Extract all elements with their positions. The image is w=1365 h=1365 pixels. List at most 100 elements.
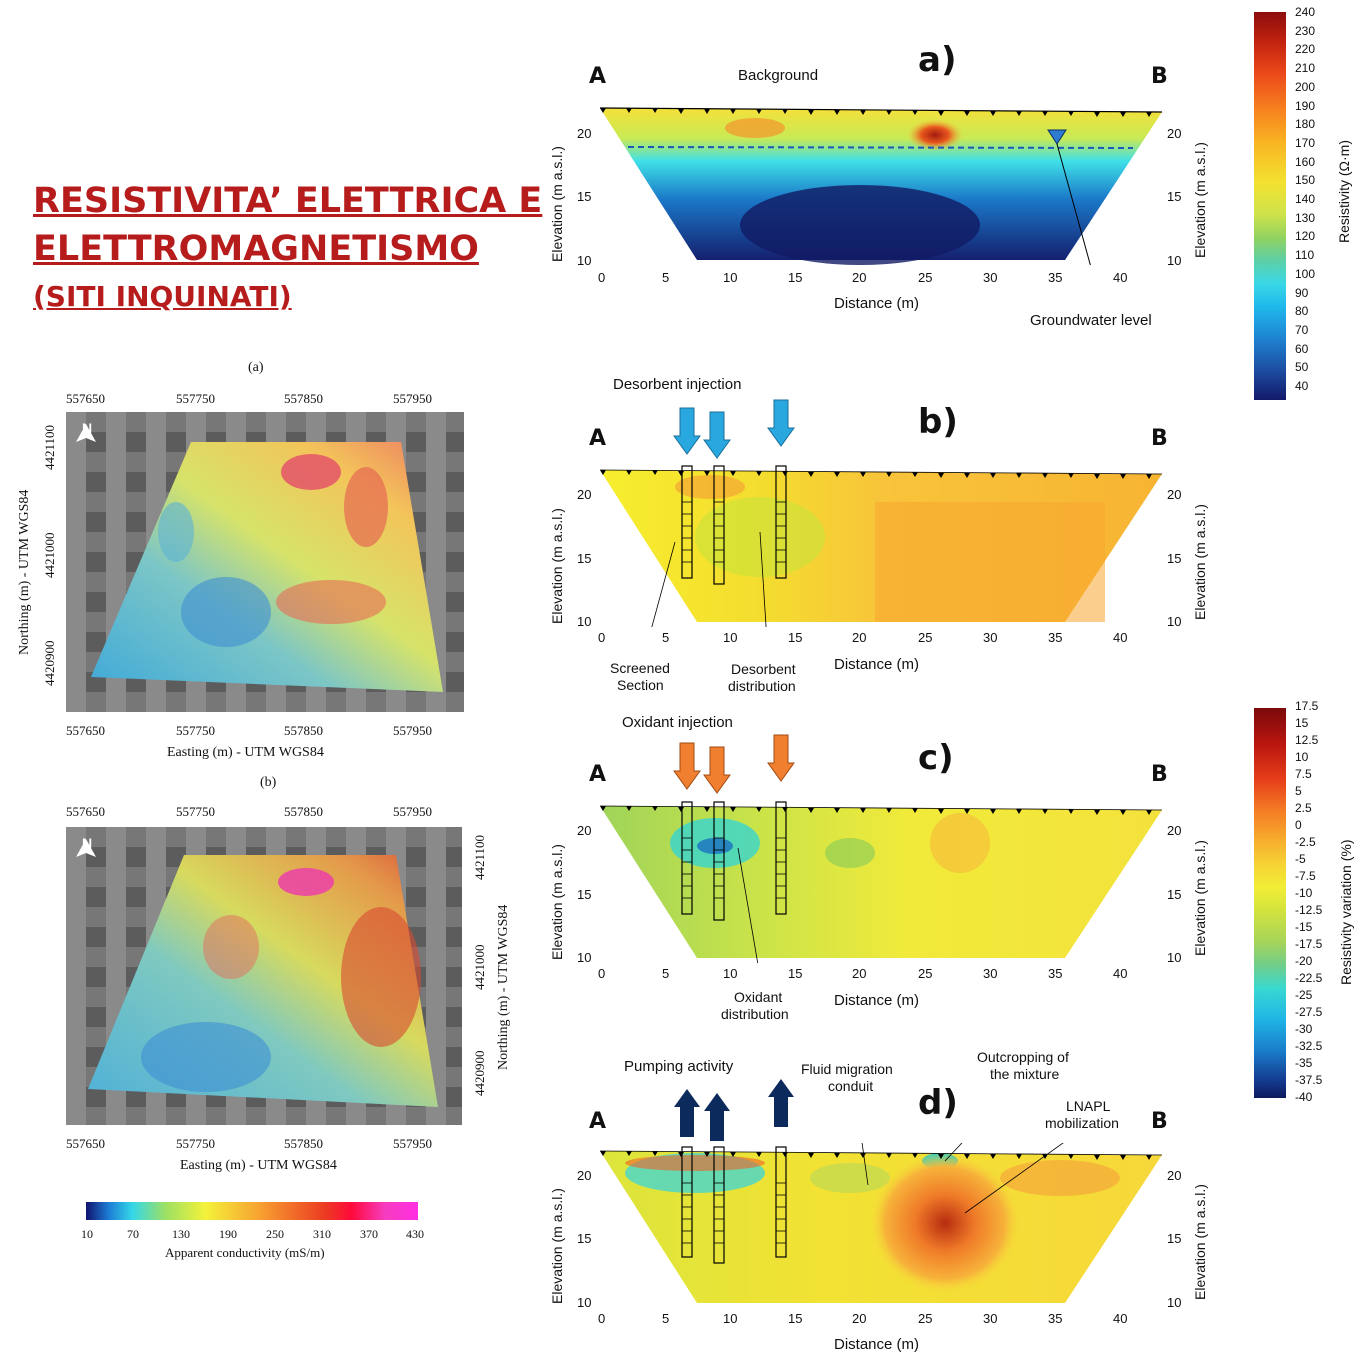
panel-c-section bbox=[600, 801, 1163, 963]
variation-tick: 2.5 bbox=[1295, 801, 1312, 815]
panel-d-letter: d) bbox=[918, 1083, 958, 1123]
map-b-image bbox=[66, 827, 462, 1125]
page-title-line2: ELETTROMAGNETISMO bbox=[33, 229, 479, 269]
resistivity-tick: 160 bbox=[1295, 154, 1316, 169]
panel-d-ytick-10r: 10 bbox=[1167, 1295, 1182, 1310]
panel-b-ylabel-left: Elevation (m a.s.l.) bbox=[549, 508, 565, 624]
variation-tick: -17.5 bbox=[1295, 937, 1323, 951]
resistivity-tick: 220 bbox=[1295, 42, 1316, 57]
map-a-ylabel: Northing (m) - UTM WGS84 bbox=[17, 489, 32, 655]
map-b-top-tick-4: 557950 bbox=[393, 804, 432, 819]
variation-tick: -30 bbox=[1295, 1022, 1313, 1036]
map-a-top-tick-3: 557850 bbox=[284, 391, 323, 406]
down-arrow-icon bbox=[703, 411, 731, 459]
panel-b-ytick-15r: 15 bbox=[1167, 551, 1182, 566]
x-tick: 10 bbox=[723, 630, 738, 645]
conductivity-colorbar bbox=[86, 1202, 418, 1220]
panel-b-ann-desorbent-2: distribution bbox=[728, 678, 796, 694]
panel-a-ylabel-right: Elevation (m a.s.l.) bbox=[1192, 142, 1208, 258]
down-arrow-icon bbox=[767, 734, 795, 782]
variation-tick: 12.5 bbox=[1295, 733, 1319, 747]
panel-c-ylabel-left: Elevation (m a.s.l.) bbox=[549, 844, 565, 960]
map-a-left-tick-2: 4421000 bbox=[42, 532, 57, 579]
x-tick: 25 bbox=[918, 630, 933, 645]
resistivity-tick: 130 bbox=[1295, 210, 1316, 225]
variation-tick: -5 bbox=[1295, 852, 1306, 866]
panel-b-ylabel-right: Elevation (m a.s.l.) bbox=[1192, 504, 1208, 620]
panel-d-ylabel-right: Elevation (m a.s.l.) bbox=[1192, 1184, 1208, 1300]
panel-b-ytick-20r: 20 bbox=[1167, 487, 1182, 502]
panel-a-caption: Background bbox=[738, 67, 819, 84]
panel-c-B: B bbox=[1151, 762, 1168, 787]
conductivity-colorbar-label: Apparent conductivity (mS/m) bbox=[165, 1245, 325, 1260]
map-a-image bbox=[66, 412, 464, 712]
map-a-left-tick-1: 4421100 bbox=[42, 424, 57, 470]
conductivity-tick-7: 370 bbox=[360, 1227, 378, 1241]
x-tick: 0 bbox=[598, 1311, 606, 1326]
x-tick: 25 bbox=[918, 270, 933, 285]
variation-tick: -22.5 bbox=[1295, 971, 1323, 985]
panel-c-caption: Oxidant injection bbox=[622, 714, 733, 731]
x-tick: 30 bbox=[983, 966, 998, 981]
panel-d-ytick-20: 20 bbox=[577, 1168, 592, 1183]
pumping-arrows bbox=[674, 1079, 794, 1141]
x-tick: 15 bbox=[788, 270, 803, 285]
resistivity-tick: 100 bbox=[1295, 266, 1316, 281]
panel-b-ann-desorbent-1: Desorbent bbox=[731, 661, 796, 677]
panel-d-ytick-10: 10 bbox=[577, 1295, 592, 1310]
variation-tick: -15 bbox=[1295, 920, 1313, 934]
resistivity-tick: 50 bbox=[1295, 360, 1309, 375]
conductivity-tick-5: 250 bbox=[266, 1227, 284, 1241]
resistivity-tick: 150 bbox=[1295, 173, 1316, 188]
map-a-label: (a) bbox=[248, 360, 264, 375]
panel-c-ytick-20r: 20 bbox=[1167, 823, 1182, 838]
map-b-label: (b) bbox=[260, 775, 277, 790]
panel-a-B: B bbox=[1151, 64, 1168, 89]
map-b-top-tick-2: 557750 bbox=[176, 804, 215, 819]
panel-b-ytick-10r: 10 bbox=[1167, 614, 1182, 629]
panel-b-letter: b) bbox=[918, 402, 958, 442]
map-b-north-label: N bbox=[82, 835, 93, 851]
panel-b-ytick-15: 15 bbox=[577, 551, 592, 566]
panel-b-ytick-10: 10 bbox=[577, 614, 592, 629]
variation-tick: 15 bbox=[1295, 716, 1309, 730]
panel-a-A: A bbox=[589, 64, 607, 89]
up-arrow-icon bbox=[768, 1079, 794, 1127]
panel-a-section bbox=[600, 107, 1163, 265]
resistivity-tick: 110 bbox=[1295, 248, 1315, 263]
resistivity-tick: 40 bbox=[1295, 379, 1309, 393]
x-tick: 5 bbox=[662, 270, 670, 285]
panel-c-ylabel-right: Elevation (m a.s.l.) bbox=[1192, 840, 1208, 956]
x-tick: 35 bbox=[1048, 966, 1063, 981]
x-tick: 10 bbox=[723, 966, 738, 981]
map-b-top-tick-3: 557850 bbox=[284, 804, 323, 819]
down-arrow-icon bbox=[673, 407, 701, 455]
panel-c-ytick-10: 10 bbox=[577, 950, 592, 965]
map-b-xlabel: Easting (m) - UTM WGS84 bbox=[180, 1158, 337, 1173]
x-tick: 25 bbox=[918, 966, 933, 981]
map-b-right-tick-1: 4421100 bbox=[472, 834, 487, 880]
down-arrow-icon bbox=[703, 746, 731, 794]
panel-c-ytick-15: 15 bbox=[577, 887, 592, 902]
panel-a-xlabel: Distance (m) bbox=[834, 295, 920, 312]
variation-tick: 0 bbox=[1295, 818, 1302, 832]
x-tick: 15 bbox=[788, 966, 803, 981]
panel-a-ytick-10r: 10 bbox=[1167, 253, 1182, 268]
conductivity-tick-8: 430 bbox=[406, 1227, 424, 1241]
x-tick: 30 bbox=[983, 270, 998, 285]
panel-b-ytick-20: 20 bbox=[577, 487, 592, 502]
variation-tick: -27.5 bbox=[1295, 1005, 1323, 1019]
x-tick: 40 bbox=[1113, 630, 1128, 645]
variation-tick: -25 bbox=[1295, 988, 1313, 1002]
panel-d-xlabel: Distance (m) bbox=[834, 1336, 920, 1353]
map-a-bottom-tick-2: 557750 bbox=[176, 723, 215, 738]
variation-tick: -2.5 bbox=[1295, 835, 1316, 849]
panel-d-ann-fluid-1: Fluid migration bbox=[801, 1061, 893, 1077]
conductivity-tick-3: 130 bbox=[172, 1227, 190, 1241]
map-a-top-tick-1: 557650 bbox=[66, 391, 105, 406]
x-tick: 40 bbox=[1113, 270, 1128, 285]
panel-d-ann-fluid-2: conduit bbox=[828, 1078, 874, 1094]
panel-c-ytick-10r: 10 bbox=[1167, 950, 1182, 965]
panel-a-letter: a) bbox=[918, 40, 957, 80]
panel-b-xlabel: Distance (m) bbox=[834, 656, 920, 673]
